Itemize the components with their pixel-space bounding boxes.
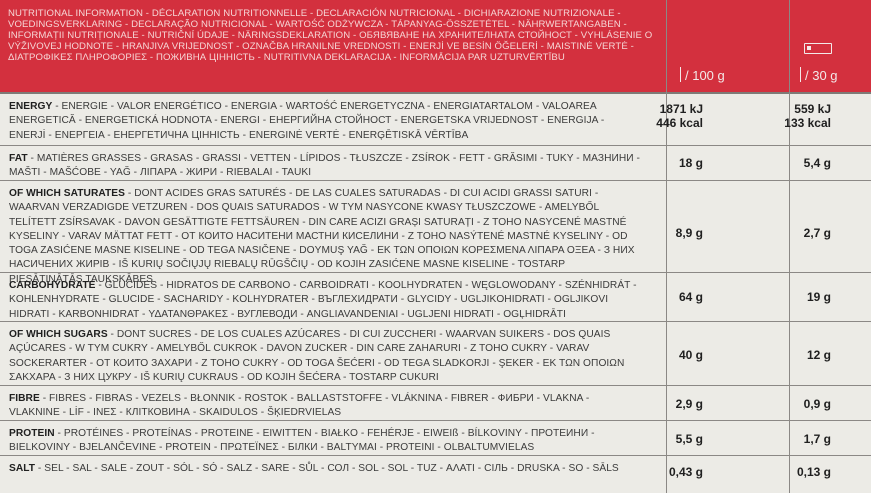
row-protein: PROTEIN - PROTÉINES - PROTEÍNAS - PROTEI…	[0, 421, 871, 456]
row-sugars: OF WHICH SUGARS - DONT SUCRES - DE LOS C…	[0, 322, 871, 386]
value-100g-kcal: 446 kcal	[656, 116, 703, 130]
value-30g: 12 g	[806, 348, 831, 362]
value-100g: 1871 kJ	[659, 102, 703, 116]
nutrient-label: OF WHICH SUGARS	[9, 329, 108, 340]
value-100g: 5,5 g	[675, 432, 703, 446]
value-30g: 559 kJ	[794, 102, 831, 116]
value-30g: 0,9 g	[803, 397, 831, 411]
row-carbohydrate: CARBOHYDRATE - GLUCIDES - HIDRATOS DE CA…	[0, 273, 871, 322]
value-100g: 2,9 g	[675, 397, 703, 411]
row-fibre: FIBRE - FIBRES - FIBRAS - VEZELS - BŁONN…	[0, 386, 871, 421]
nutrient-translations: - SEL - SAL - SALE - ZOUT - SÓL - SÓ - S…	[35, 463, 619, 474]
bar-icon	[804, 43, 832, 54]
nutrient-label: CARBOHYDRATE	[9, 280, 96, 291]
value-30g: 2,7 g	[803, 226, 831, 240]
nutrient-translations: - ENERGIE - VALOR ENERGÉTICO - ENERGIA -…	[9, 101, 605, 141]
nutrient-translations: - DONT SUCRES - DE LOS CUALES AZÚCARES -…	[9, 329, 625, 383]
row-salt: SALT - SEL - SAL - SALE - ZOUT - SÓL - S…	[0, 456, 871, 492]
row-fat: FAT - MATIÈRES GRASSES - GRASAS - GRASSI…	[0, 146, 871, 181]
value-30g: 1,7 g	[803, 432, 831, 446]
nutrient-translations: - FIBRES - FIBRAS - VEZELS - BŁONNIK - R…	[9, 393, 590, 419]
value-30g: 5,4 g	[803, 156, 831, 170]
value-100g: 40 g	[678, 348, 703, 362]
value-100g: 18 g	[678, 156, 703, 170]
nutrient-label: ENERGY	[9, 101, 53, 112]
nutrient-translations: - DONT ACIDES GRAS SATURÉS - DE LAS CUAL…	[9, 188, 635, 285]
header-title: NUTRITIONAL INFORMATION - DÉCLARATION NU…	[8, 8, 653, 64]
column-header-30g: / 30 g	[800, 67, 838, 83]
row-saturates: OF WHICH SATURATES - DONT ACIDES GRAS SA…	[0, 181, 871, 285]
column-header-100g: / 100 g	[680, 67, 725, 83]
value-100g: 8,9 g	[675, 226, 703, 240]
nutrient-label: OF WHICH SATURATES	[9, 188, 125, 199]
value-30g-kcal: 133 kcal	[784, 116, 831, 130]
nutrient-label: FAT	[9, 153, 28, 164]
column-divider	[789, 0, 790, 493]
value-100g: 64 g	[678, 290, 703, 304]
nutrient-label: SALT	[9, 463, 36, 474]
value-30g: 19 g	[806, 290, 831, 304]
nutrient-label: PROTEIN	[9, 428, 55, 439]
row-energy: ENERGY - ENERGIE - VALOR ENERGÉTICO - EN…	[0, 94, 871, 146]
value-30g: 0,13 g	[796, 465, 831, 479]
column-divider	[666, 0, 667, 493]
nutrient-label: FIBRE	[9, 393, 40, 404]
value-100g: 0,43 g	[668, 465, 703, 479]
nutrient-translations: - GLUCIDES - HIDRATOS DE CARBONO - CARBO…	[9, 280, 637, 320]
nutrient-translations: - PROTÉINES - PROTEÍNAS - PROTEINE - EIW…	[9, 428, 595, 454]
header-band: NUTRITIONAL INFORMATION - DÉCLARATION NU…	[0, 0, 871, 94]
nutrient-translations: - MATIÈRES GRASSES - GRASAS - GRASSI - V…	[9, 153, 640, 179]
